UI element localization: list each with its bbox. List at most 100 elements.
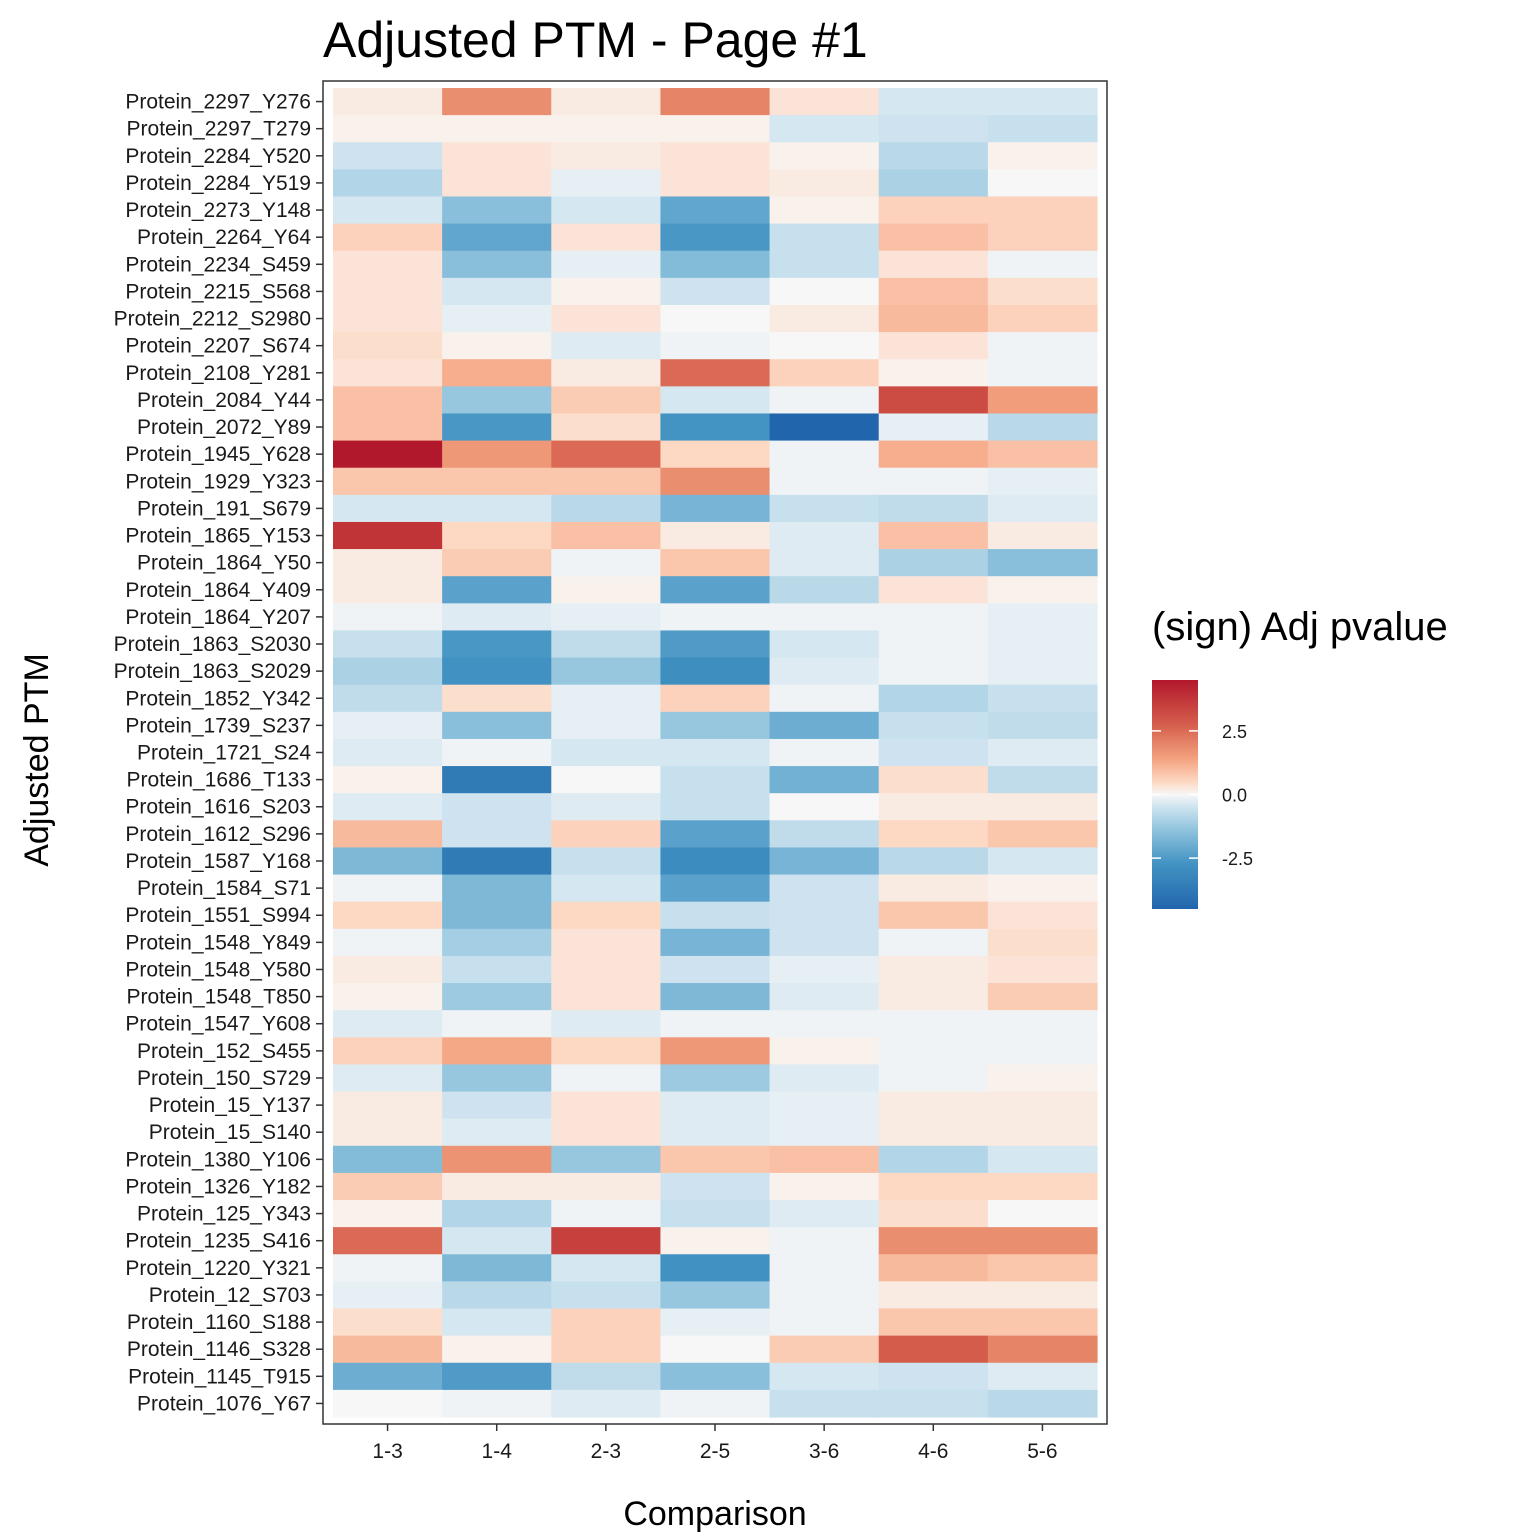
heatmap-cell: [660, 1145, 771, 1174]
heatmap-cell: [769, 983, 880, 1011]
heatmap-cell: [551, 386, 662, 415]
heatmap-cell: [987, 766, 1098, 794]
heatmap-cell: [987, 901, 1098, 930]
heatmap-cell: [987, 955, 1098, 984]
heatmap-cell: [333, 1172, 443, 1201]
heatmap-cell: [333, 88, 443, 116]
heatmap-cell: [878, 169, 989, 198]
heatmap-cell: [551, 1037, 662, 1066]
y-tick-label: Protein_1865_Y153: [125, 525, 311, 548]
y-tick-label: Protein_2207_S674: [125, 335, 311, 358]
heatmap-cell: [333, 386, 443, 415]
heatmap-cell: [878, 549, 989, 577]
heatmap-cell: [769, 820, 880, 849]
heatmap-cell: [551, 277, 662, 306]
heatmap-cell: [987, 1172, 1098, 1201]
heatmap-cell: [442, 576, 552, 604]
heatmap-cell: [551, 223, 662, 252]
heatmap-cell: [442, 250, 552, 279]
heatmap-cell: [769, 277, 880, 306]
heatmap-cell: [987, 1227, 1098, 1255]
heatmap-cell: [333, 657, 443, 686]
heatmap-cell: [878, 1145, 989, 1174]
heatmap-cell: [551, 196, 662, 225]
heatmap-cell: [878, 603, 989, 632]
heatmap-cell: [987, 1362, 1098, 1391]
heatmap-cell: [987, 1308, 1098, 1337]
heatmap-cell: [551, 847, 662, 876]
heatmap-cell: [987, 1037, 1098, 1066]
x-tick-label: 1-4: [482, 1440, 513, 1463]
heatmap-cell: [551, 983, 662, 1011]
heatmap-cell: [987, 142, 1098, 170]
heatmap-cell: [333, 494, 443, 523]
heatmap-cell: [551, 1308, 662, 1337]
heatmap-cell: [660, 603, 771, 632]
heatmap-cell: [551, 657, 662, 686]
heatmap-cell: [442, 1362, 552, 1391]
heatmap-cell: [333, 738, 443, 767]
heatmap-cell: [660, 793, 771, 821]
heatmap-cell: [333, 277, 443, 306]
heatmap-cell: [878, 1308, 989, 1337]
x-axis: 1-3 1-4 2-3 2-5 3-6 4-6 5-6: [372, 1424, 1058, 1463]
heatmap-cell: [878, 142, 989, 170]
y-tick-label: Protein_2273_Y148: [125, 199, 311, 222]
heatmap-cell: [442, 549, 552, 577]
heatmap-cell: [442, 928, 552, 957]
heatmap-cell: [878, 901, 989, 930]
heatmap-cell: [987, 1281, 1098, 1310]
heatmap-cell: [878, 359, 989, 387]
heatmap-cell: [442, 359, 552, 387]
heatmap-cell: [769, 1335, 880, 1364]
heatmap-cell: [769, 223, 880, 252]
heatmap-cell: [769, 1145, 880, 1174]
heatmap-cell: [333, 1010, 443, 1038]
heatmap-cell: [878, 115, 989, 143]
heatmap-cell: [333, 847, 443, 876]
heatmap-cell: [551, 88, 662, 116]
y-tick-label: Protein_1326_Y182: [125, 1175, 311, 1198]
heatmap-cell: [333, 1227, 443, 1255]
heatmap-cell: [769, 657, 880, 686]
heatmap-cell: [333, 1037, 443, 1066]
y-tick-label: Protein_1548_Y580: [125, 958, 311, 981]
heatmap-cell: [551, 494, 662, 523]
heatmap-cell: [769, 576, 880, 604]
heatmap-cell: [878, 1064, 989, 1093]
heatmap-cell: [442, 983, 552, 1011]
heatmap-cell: [660, 1118, 771, 1147]
x-axis-title: Comparison: [623, 1495, 806, 1533]
heatmap-cell: [333, 1362, 443, 1391]
heatmap-cell: [551, 332, 662, 360]
heatmap-cell: [987, 738, 1098, 767]
heatmap-cell: [442, 603, 552, 632]
heatmap-cell: [442, 196, 552, 225]
y-tick-label: Protein_2284_Y519: [125, 172, 311, 195]
heatmap-cell: [769, 766, 880, 794]
legend-ticks: 2.5 0.0 -2.5: [1152, 722, 1253, 869]
heatmap-cell: [769, 440, 880, 469]
y-tick-label: Protein_1145_T915: [128, 1365, 311, 1388]
heatmap-cell: [551, 1200, 662, 1228]
heatmap-cell: [878, 847, 989, 876]
y-tick-label: Protein_1587_Y168: [125, 850, 311, 873]
heatmap-cell: [769, 304, 880, 333]
legend: (sign) Adj pvalue 2.5 0.0 -2.5: [1152, 605, 1448, 909]
y-tick-label: Protein_1739_S237: [125, 714, 311, 737]
heatmap-cell: [660, 1037, 771, 1066]
y-tick-label: Protein_1863_S2029: [114, 660, 311, 683]
heatmap-cell: [551, 440, 662, 469]
y-axis: Protein_2297_Y276 Protein_2297_T279 Protei…: [114, 91, 323, 1415]
heatmap-cell: [660, 576, 771, 604]
heatmap-cell: [333, 1308, 443, 1337]
heatmap-cell: [442, 711, 552, 740]
y-tick-label: Protein_191_S679: [137, 497, 311, 520]
heatmap-cell: [333, 115, 443, 143]
heatmap-cell: [878, 983, 989, 1011]
heatmap-cell: [987, 1118, 1098, 1147]
heatmap-cell: [333, 1145, 443, 1174]
heatmap-cell: [769, 169, 880, 198]
heatmap-cell: [551, 820, 662, 849]
heatmap-cell: [551, 1335, 662, 1364]
